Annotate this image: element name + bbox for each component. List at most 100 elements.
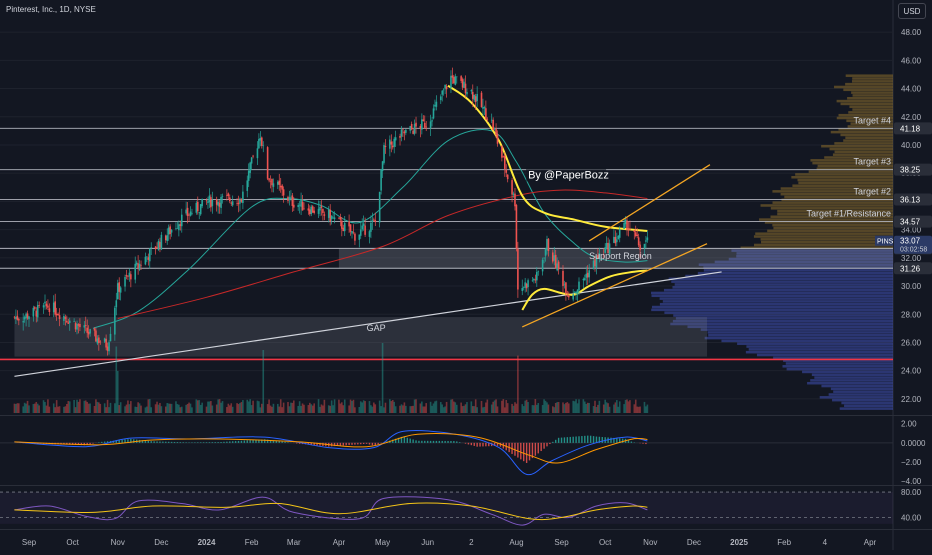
macd-histogram-bar bbox=[421, 441, 422, 443]
volume-profile-bar bbox=[782, 365, 893, 368]
candle-body bbox=[289, 197, 291, 200]
candle-body bbox=[196, 203, 198, 213]
candle-body bbox=[521, 288, 523, 291]
time-tick-label: Sep bbox=[22, 538, 37, 547]
macd-histogram-bar bbox=[159, 442, 160, 443]
volume-bar bbox=[572, 401, 574, 413]
time-tick-label: 2 bbox=[469, 538, 474, 547]
candle-body bbox=[209, 196, 211, 203]
candle-body bbox=[606, 243, 608, 248]
time-tick-label: Aug bbox=[509, 538, 523, 547]
volume-bar bbox=[252, 401, 254, 413]
candle-body bbox=[293, 205, 295, 208]
macd-histogram-bar bbox=[121, 440, 122, 443]
candle-body bbox=[404, 132, 406, 134]
candle-body bbox=[535, 279, 537, 280]
macd-histogram-bar bbox=[252, 440, 253, 443]
volume-profile-bar bbox=[831, 131, 893, 134]
candle-body bbox=[390, 142, 392, 145]
volume-bar bbox=[239, 403, 241, 413]
volume-profile-bar bbox=[802, 371, 893, 374]
volume-bar bbox=[267, 404, 269, 413]
macd-histogram-bar bbox=[351, 443, 352, 445]
volume-bar bbox=[455, 402, 457, 413]
macd-histogram-bar bbox=[217, 442, 218, 443]
candle-body bbox=[555, 255, 557, 269]
macd-histogram-bar bbox=[296, 443, 297, 444]
volume-profile-bar bbox=[841, 402, 893, 405]
candle-body bbox=[392, 146, 394, 148]
candle-body bbox=[83, 325, 85, 327]
price-tick-label: 28.00 bbox=[901, 310, 922, 319]
volume-bar bbox=[412, 406, 414, 413]
candle-body bbox=[69, 321, 71, 323]
candle-body bbox=[382, 161, 384, 171]
candle-body bbox=[127, 276, 129, 277]
volume-bar bbox=[25, 404, 27, 413]
time-tick-label: May bbox=[375, 538, 390, 547]
candle-body bbox=[78, 324, 80, 326]
volume-bar bbox=[584, 402, 586, 413]
candle-body bbox=[124, 277, 126, 287]
volume-profile-bar bbox=[773, 227, 893, 230]
candle-body bbox=[473, 95, 475, 100]
candle-body bbox=[584, 278, 586, 280]
volume-bar bbox=[475, 399, 477, 413]
volume-bar bbox=[33, 404, 35, 413]
price-tick-label: 24.00 bbox=[901, 367, 922, 376]
candle-body bbox=[514, 194, 516, 207]
volume-profile-bar bbox=[663, 300, 893, 303]
candle-body bbox=[239, 199, 241, 204]
time-tick-label: Dec bbox=[687, 538, 701, 547]
candle-body bbox=[108, 342, 110, 351]
volume-bar bbox=[107, 400, 109, 413]
volume-bar bbox=[441, 404, 443, 413]
candle-body bbox=[219, 203, 221, 207]
macd-histogram-bar bbox=[427, 441, 428, 443]
volume-bar bbox=[49, 407, 51, 413]
volume-bar bbox=[310, 404, 312, 413]
candle-body bbox=[616, 239, 618, 242]
candle-body bbox=[75, 323, 77, 329]
candle-body bbox=[463, 82, 465, 88]
volume-bar bbox=[318, 399, 320, 413]
volume-profile-bar bbox=[672, 286, 893, 289]
candle-body bbox=[517, 249, 519, 290]
candle-body bbox=[405, 130, 407, 133]
currency-badge[interactable]: USD bbox=[898, 3, 926, 19]
candle-body bbox=[198, 212, 200, 213]
volume-profile-bar bbox=[849, 105, 893, 108]
volume-profile-bar bbox=[847, 97, 893, 100]
candle-body bbox=[277, 182, 279, 185]
candle-body bbox=[492, 120, 494, 130]
macd-histogram-bar bbox=[177, 442, 178, 443]
candle-body bbox=[532, 281, 534, 282]
candle-body bbox=[95, 330, 97, 341]
volume-bar bbox=[114, 403, 116, 413]
volume-bar bbox=[212, 405, 214, 413]
volume-bar bbox=[54, 407, 56, 413]
volume-bar bbox=[446, 402, 448, 413]
candle-body bbox=[178, 224, 180, 230]
macd-histogram-bar bbox=[610, 438, 611, 443]
candle-body bbox=[169, 226, 171, 234]
macd-histogram-bar bbox=[415, 440, 416, 443]
candle-body bbox=[647, 237, 649, 240]
time-tick-label: Mar bbox=[287, 538, 301, 547]
price-tick-label: 22.00 bbox=[901, 395, 922, 404]
volume-bar bbox=[207, 402, 209, 413]
volume-bar bbox=[116, 347, 118, 414]
time-tick-label: Feb bbox=[777, 538, 791, 547]
volume-bar bbox=[319, 407, 321, 413]
candle-body bbox=[107, 346, 109, 350]
volume-bar bbox=[216, 405, 218, 413]
volume-bar bbox=[249, 399, 251, 413]
macd-histogram-bar bbox=[642, 443, 643, 444]
candle-body bbox=[370, 223, 372, 232]
volume-bar bbox=[482, 407, 484, 413]
candle-body bbox=[395, 137, 397, 140]
candle-body bbox=[137, 263, 139, 268]
volume-bar bbox=[236, 403, 238, 413]
